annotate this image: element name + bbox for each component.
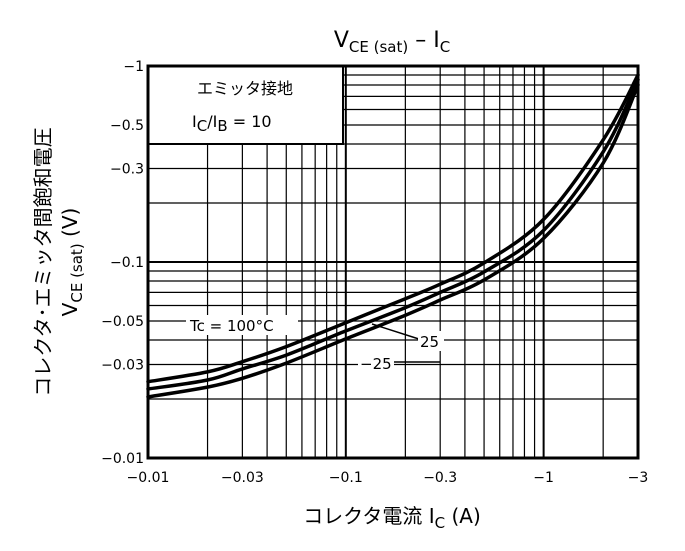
x-tick-labels: −0.01 −0.03 −0.1 −0.3 −1 −3 (127, 470, 649, 486)
annot-25-leader (371, 323, 423, 341)
y-tick-labels: −1 −0.5 −0.3 −0.1 −0.05 −0.03 −0.01 (101, 59, 144, 467)
legend-ib-sub: B (217, 117, 227, 135)
series-line-2 (146, 83, 640, 399)
annot-n25: −25 (360, 355, 392, 373)
x-tick-label: −0.03 (221, 470, 264, 486)
y-axis-label-sub: CE (sat) (68, 243, 86, 302)
x-axis-label-unit: (A) (445, 504, 481, 528)
annotations: Tc = 100°C 25 −25 (186, 315, 444, 373)
annot-n25-bg (358, 353, 394, 373)
chart-title: VCE (sat) – IC (334, 28, 450, 56)
y-axis-label-v: V (58, 302, 82, 316)
y-tick-label: −0.3 (110, 161, 144, 177)
x-tick-label: −1 (533, 470, 554, 486)
x-tick-label: −0.3 (423, 470, 457, 486)
y-axis-label-line2: VCE (sat) (V) (58, 208, 86, 317)
legend-ib: /I (207, 112, 217, 131)
plot-frame (146, 64, 640, 460)
x-axis-label: コレクタ電流 IC (A) (303, 504, 481, 532)
annot-25-bg (418, 331, 444, 351)
y-tick-label: −0.03 (101, 357, 144, 373)
legend-box: エミッタ接地 IC/IB = 10 (147, 65, 344, 145)
legend-box-frame (147, 65, 344, 145)
y-axis-label: コレクタ･エミッタ間飽和電圧 VCE (sat) (V) (31, 127, 86, 396)
title-suffix: – I (408, 28, 439, 53)
annot-25: 25 (420, 333, 439, 351)
x-tick-label: −0.01 (127, 470, 170, 486)
legend-line1: エミッタ接地 (197, 79, 293, 98)
y-tick-label: −0.05 (101, 314, 144, 330)
legend-ratio: = 10 (228, 112, 272, 131)
curves (146, 73, 640, 399)
x-axis-label-main: コレクタ電流 I (303, 504, 434, 528)
legend-line2: IC/IB = 10 (192, 112, 272, 135)
annot-100: Tc = 100°C (189, 317, 274, 335)
y-tick-label: −0.01 (101, 451, 144, 467)
title-sub: CE (sat) (349, 38, 408, 56)
y-tick-label: −0.1 (110, 255, 144, 271)
x-tick-label: −3 (628, 470, 649, 486)
legend-ic: I (192, 112, 197, 131)
x-axis-label-sub: C (435, 514, 445, 532)
y-tick-label: −1 (123, 59, 144, 75)
y-axis-label-unit: (V) (58, 208, 82, 244)
annot-100-bg (186, 315, 298, 335)
title-suffix-sub: C (440, 38, 450, 56)
x-tick-label: −0.1 (329, 470, 363, 486)
series-line-0 (146, 73, 640, 384)
legend-ic-sub: C (197, 117, 207, 135)
y-tick-label: −0.5 (110, 118, 144, 134)
title-main: V (334, 28, 349, 53)
series-line-1 (146, 78, 640, 391)
y-axis-label-line1: コレクタ･エミッタ間飽和電圧 (31, 127, 55, 396)
